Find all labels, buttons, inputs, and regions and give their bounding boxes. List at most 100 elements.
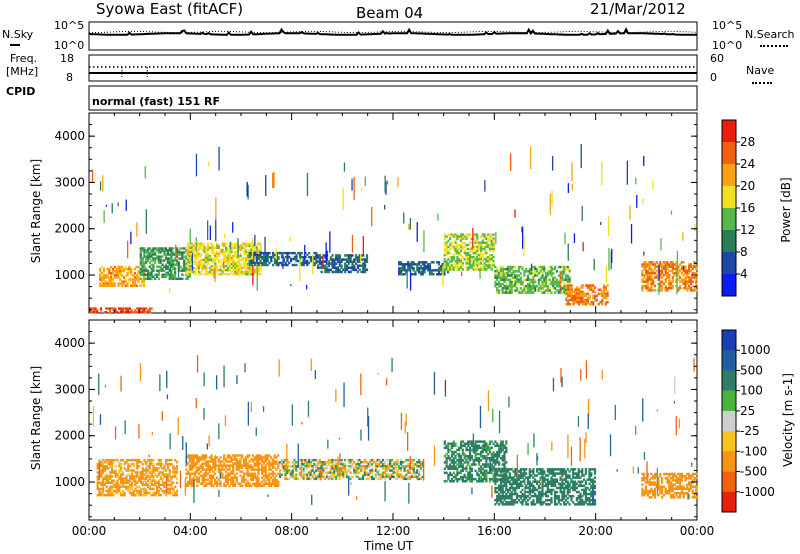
heatmap-cell [304, 467, 307, 470]
heatmap-cell [100, 463, 103, 466]
heatmap-cell [257, 454, 260, 457]
heatmap-cell [207, 254, 210, 258]
heatmap-cell [117, 267, 120, 271]
heatmap-cell [599, 301, 602, 304]
heatmap-cell [318, 467, 321, 470]
heatmap-cell [643, 280, 646, 283]
heatmap-cell [519, 265, 522, 269]
heatmap-cell [98, 458, 101, 462]
heatmap-cell [478, 446, 481, 450]
heatmap-cell [166, 483, 170, 487]
heatmap-cell [207, 244, 210, 248]
heatmap-cell [259, 244, 262, 248]
noise-right-bottom-tick: 10^0 [712, 39, 743, 52]
heatmap-cell [499, 474, 502, 477]
heatmap-cell [111, 479, 114, 482]
heatmap-cell [255, 464, 258, 467]
heatmap-cell [233, 454, 237, 457]
heatmap-cell [329, 469, 332, 472]
heatmap-cell [170, 249, 173, 252]
heatmap-cell [232, 244, 235, 248]
heatmap-cell [410, 261, 413, 264]
heatmap-cell [157, 460, 161, 464]
heatmap-cell [505, 461, 508, 464]
heatmap-cell [485, 243, 488, 247]
heatmap-streak [232, 222, 234, 233]
heatmap-cell [525, 278, 528, 282]
heatmap-cell [100, 475, 103, 478]
heatmap-cell [514, 278, 517, 282]
heatmap-cell [289, 473, 292, 476]
heatmap-cell [588, 284, 591, 287]
heatmap-cell [143, 311, 146, 314]
heatmap-cell [505, 480, 508, 483]
heatmap-cell [643, 276, 646, 279]
heatmap-cell [103, 467, 106, 470]
heatmap-cell [311, 475, 314, 479]
heatmap-streak [670, 210, 673, 215]
heatmap-cell [102, 463, 105, 466]
heatmap-cell [234, 264, 237, 268]
heatmap-cell [369, 465, 372, 468]
heatmap-cell [190, 480, 193, 483]
heatmap-cell [117, 274, 120, 277]
heatmap-cell [205, 271, 208, 274]
heatmap-cell [327, 458, 330, 462]
heatmap-cell [163, 251, 166, 254]
heatmap-cell [485, 473, 488, 477]
heatmap-cell [389, 458, 392, 462]
heatmap-cell [134, 458, 137, 462]
heatmap-streak [406, 270, 408, 289]
heatmap-cell [228, 466, 231, 469]
heatmap-cell [664, 265, 667, 268]
heatmap-cell [108, 282, 111, 285]
heatmap-cell [510, 497, 513, 500]
heatmap-cell [143, 477, 146, 480]
heatmap-streak [660, 238, 662, 251]
heatmap-cell [199, 246, 202, 250]
heatmap-cell [344, 469, 347, 472]
heatmap-cell [472, 477, 475, 481]
heatmap-cell [257, 468, 260, 471]
heatmap-cell [648, 271, 651, 275]
heatmap-cell [664, 278, 667, 281]
heatmap-cell [111, 267, 115, 271]
heatmap-cell [255, 261, 258, 265]
heatmap-cell [223, 266, 226, 270]
heatmap-cell [157, 265, 160, 268]
heatmap-cell [653, 265, 657, 268]
heatmap-cell [136, 473, 139, 476]
heatmap-cell [168, 277, 171, 280]
heatmap-cell [362, 268, 365, 272]
heatmap-cell [142, 276, 146, 279]
heatmap-cell [304, 473, 307, 476]
heatmap-cell [105, 460, 108, 464]
heatmap-cell [474, 444, 477, 447]
heatmap-cell [224, 474, 228, 477]
heatmap-cell [322, 469, 325, 472]
heatmap-cell [532, 490, 535, 494]
heatmap-cell [174, 275, 177, 278]
heatmap-cell [648, 263, 651, 266]
heatmap-streak [397, 177, 399, 187]
heatmap-cell [447, 245, 450, 249]
heatmap-cell [302, 469, 305, 472]
heatmap-cell [456, 480, 459, 483]
heatmap-cell [152, 471, 155, 474]
heatmap-cell [465, 247, 468, 251]
heatmap-cell [336, 260, 340, 263]
heatmap-cell [385, 465, 388, 468]
heatmap-cell [239, 464, 242, 467]
heatmap-cell [643, 265, 646, 268]
heatmap-cell [443, 249, 446, 253]
heatmap-cell [141, 257, 144, 260]
heatmap-cell [347, 262, 350, 265]
heatmap-cell [378, 469, 381, 472]
heatmap-cell [133, 272, 136, 275]
heatmap-cell [237, 248, 240, 252]
heatmap-streak [218, 146, 220, 171]
heatmap-cell [478, 475, 481, 479]
heatmap-cell [212, 264, 215, 268]
heatmap-cell [299, 253, 302, 257]
heatmap-streak [636, 195, 638, 208]
